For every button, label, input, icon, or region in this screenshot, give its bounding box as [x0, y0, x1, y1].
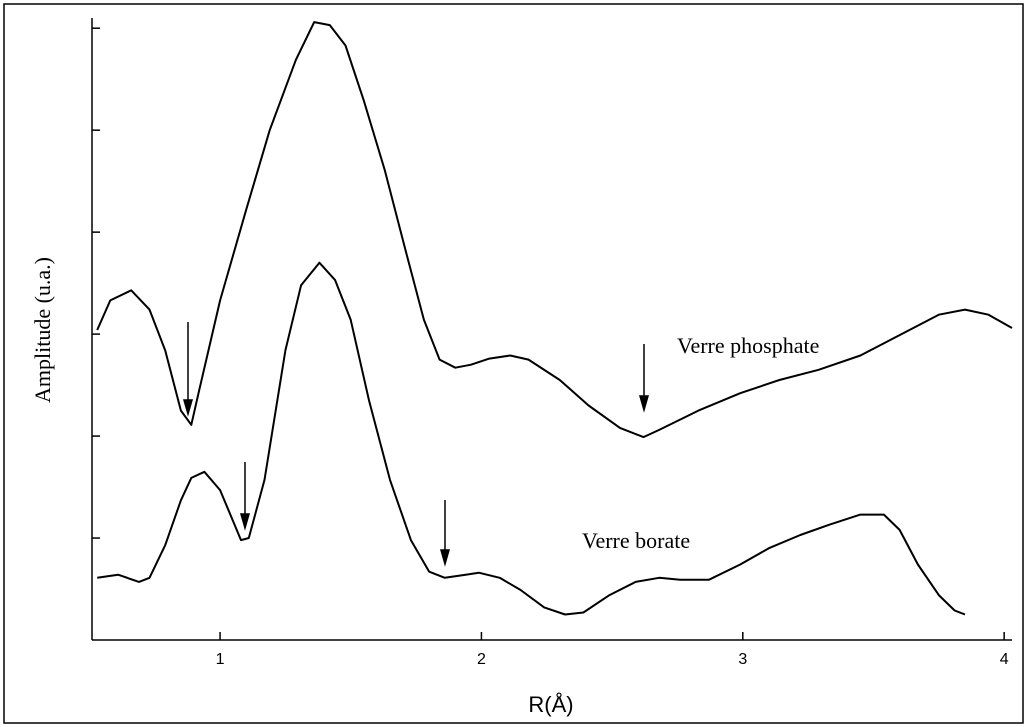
x-axis-label: R(Å) — [528, 692, 573, 717]
line — [96, 21, 1013, 439]
arrows — [183, 322, 649, 567]
y-axis-label: Amplitude (u.a.) — [30, 257, 55, 403]
x-tick-label: 4 — [1000, 651, 1009, 668]
x-tick-label: 3 — [738, 651, 747, 668]
x-tick-label: 2 — [477, 651, 486, 668]
legend-label: Verre phosphate — [677, 333, 819, 358]
legend-label: Verre borate — [582, 528, 690, 553]
frame — [3, 3, 1024, 724]
line — [97, 261, 966, 616]
x-tick-label: 1 — [216, 651, 225, 668]
